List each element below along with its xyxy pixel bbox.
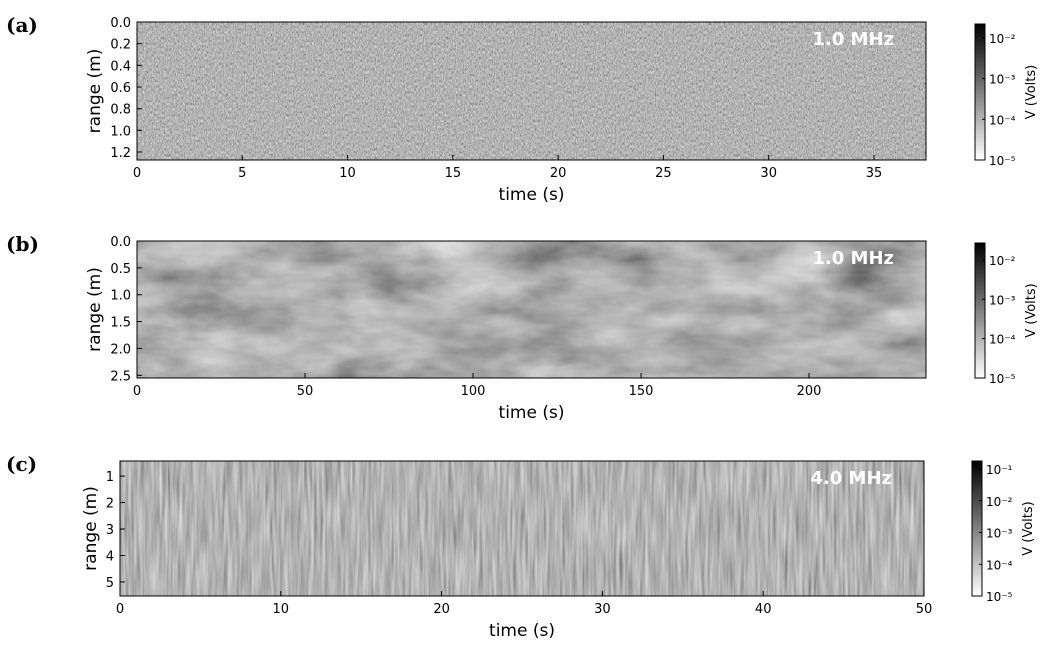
y-tick-label: 0.0 — [110, 16, 131, 31]
x-tick-label: 20 — [433, 602, 450, 617]
y-tick-label: 0.6 — [110, 81, 131, 96]
colorbar-label: V (Volts) — [1024, 283, 1039, 338]
colorbar-tick-label: 10⁻³ — [989, 293, 1016, 307]
x-tick-label: 30 — [760, 166, 777, 181]
x-axis-label: time (s) — [499, 403, 565, 423]
colorbar — [974, 23, 986, 161]
colorbar-tick-label: 10⁻⁵ — [989, 154, 1016, 168]
colorbar-tick-label: 10⁻⁴ — [989, 113, 1016, 127]
plot-frame — [136, 21, 927, 161]
x-tick-label: 25 — [655, 166, 672, 181]
colorbar-tick-label: 10⁻⁴ — [986, 558, 1013, 572]
x-tick-label: 40 — [755, 602, 772, 617]
y-tick-label: 0.4 — [110, 59, 131, 74]
x-tick-label: 50 — [916, 602, 933, 617]
colorbar-tick-label: 10⁻² — [989, 254, 1016, 268]
y-tick-label: 5 — [106, 576, 114, 591]
y-tick-label: 0.5 — [110, 262, 131, 277]
panel-label: (a) — [6, 13, 38, 37]
y-tick-label: 3 — [106, 523, 114, 538]
y-tick-label: 1 — [106, 470, 114, 485]
colorbar-tick-label: 10⁻⁵ — [989, 372, 1016, 386]
y-tick-label: 1.0 — [110, 124, 131, 139]
annotation: 4.0 MHz — [810, 468, 892, 489]
x-axis-label: time (s) — [489, 621, 555, 641]
annotation: 1.0 MHz — [812, 248, 894, 269]
y-tick-label: 2 — [106, 497, 114, 512]
panel-label: (c) — [6, 452, 37, 476]
heatmap — [120, 461, 924, 596]
colorbar-tick-label: 10⁻³ — [989, 73, 1016, 87]
colorbar-label: V (Volts) — [1021, 501, 1036, 556]
colorbar-tick-label: 10⁻⁴ — [989, 333, 1016, 347]
x-tick-label: 35 — [866, 166, 883, 181]
y-tick-label: 0.2 — [110, 38, 131, 53]
y-tick-label: 2.5 — [110, 369, 131, 384]
x-tick-label: 10 — [273, 602, 290, 617]
panel-label: (b) — [6, 232, 39, 256]
x-tick-label: 200 — [797, 384, 822, 399]
heatmap — [137, 22, 926, 160]
x-tick-label: 20 — [550, 166, 567, 181]
colorbar-tick-label: 10⁻² — [986, 495, 1013, 509]
annotation: 1.0 MHz — [812, 29, 894, 50]
x-tick-label: 15 — [445, 166, 462, 181]
x-tick-label: 10 — [339, 166, 356, 181]
colorbar-label: V (Volts) — [1024, 65, 1039, 120]
y-axis-label: range (m) — [85, 49, 105, 134]
y-tick-label: 0.0 — [110, 235, 131, 250]
y-axis-label: range (m) — [85, 267, 105, 352]
x-tick-label: 30 — [594, 602, 611, 617]
x-tick-label: 0 — [133, 384, 141, 399]
plot-frame — [119, 460, 925, 597]
x-tick-label: 0 — [116, 602, 124, 617]
colorbar-tick-label: 10⁻³ — [986, 527, 1013, 541]
colorbar-tick-label: 10⁻² — [989, 32, 1016, 46]
colorbar — [971, 460, 983, 597]
y-tick-label: 1.2 — [110, 146, 131, 161]
x-tick-label: 50 — [297, 384, 314, 399]
x-tick-label: 100 — [461, 384, 486, 399]
heatmap — [137, 241, 926, 378]
plot-frame — [136, 240, 927, 379]
y-axis-label: range (m) — [81, 486, 101, 571]
colorbar-tick-label: 10⁻⁵ — [986, 590, 1013, 604]
x-tick-label: 0 — [133, 166, 141, 181]
y-tick-label: 2.0 — [110, 342, 131, 357]
y-tick-label: 1.5 — [110, 316, 131, 331]
x-tick-label: 150 — [629, 384, 654, 399]
x-tick-label: 5 — [238, 166, 246, 181]
x-axis-label: time (s) — [499, 185, 565, 205]
colorbar-tick-label: 10⁻¹ — [986, 463, 1013, 477]
colorbar — [974, 242, 986, 379]
y-tick-label: 1.0 — [110, 289, 131, 304]
y-tick-label: 4 — [106, 550, 114, 565]
y-tick-label: 0.8 — [110, 103, 131, 118]
